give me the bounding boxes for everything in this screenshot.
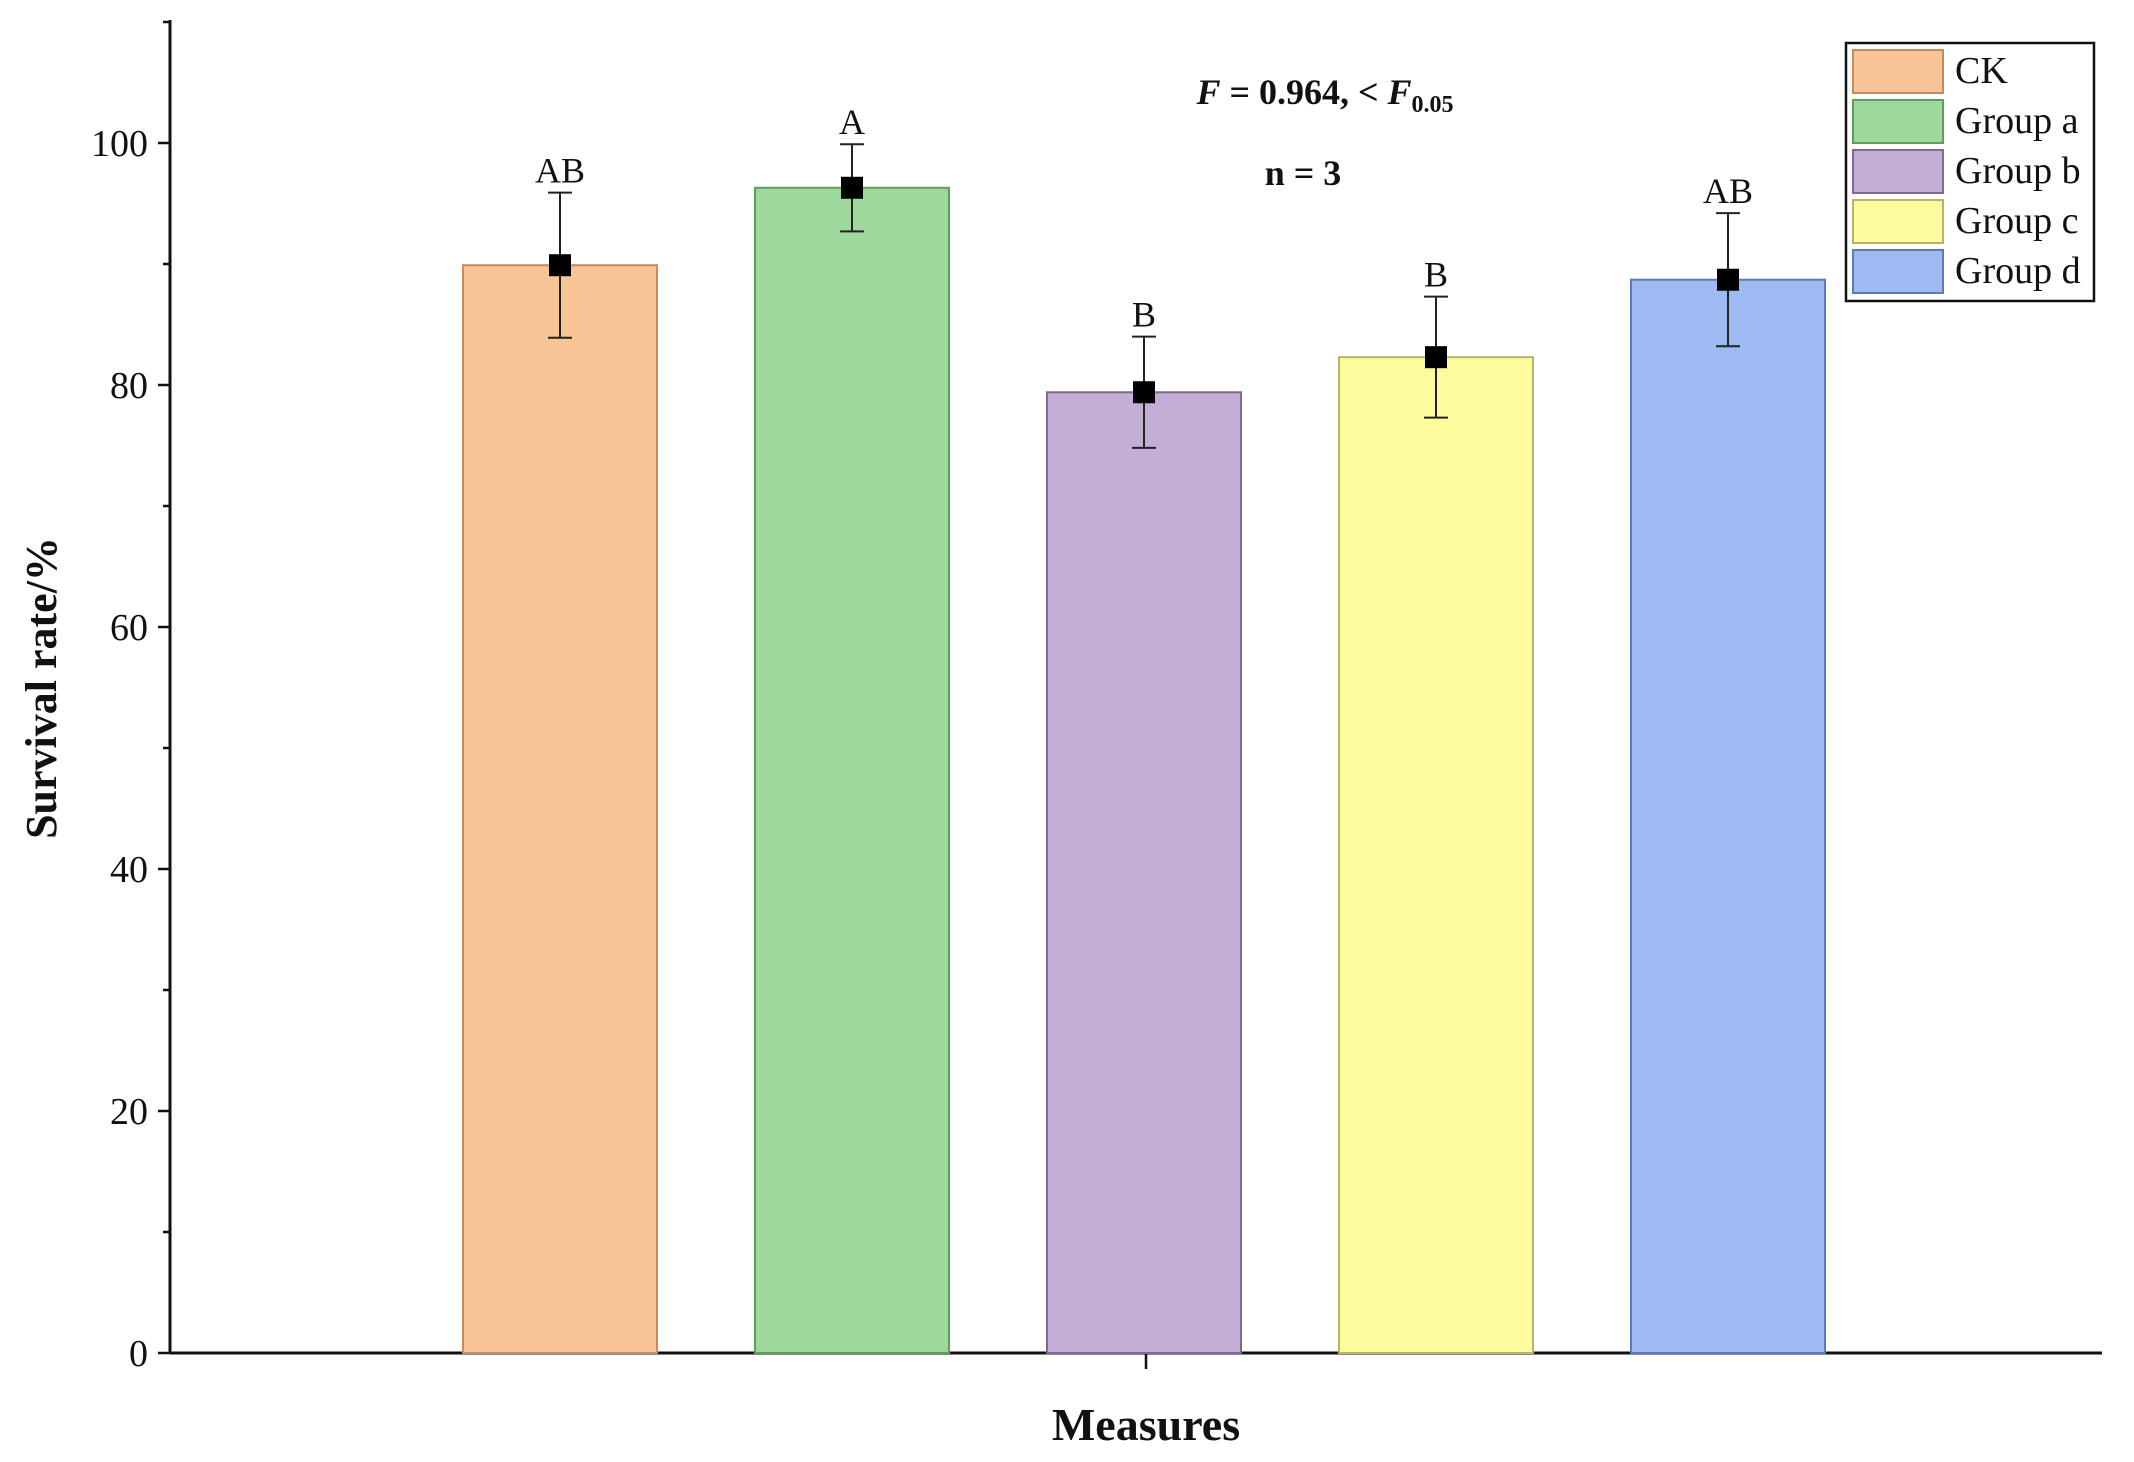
legend-swatch: [1852, 199, 1944, 244]
n-annotation: n = 3: [1265, 153, 1342, 193]
y-tick-label: 40: [110, 849, 148, 891]
legend-swatch: [1852, 249, 1944, 294]
bar-group-c: [1338, 356, 1534, 1355]
bar-group-d: [1630, 278, 1826, 1355]
legend-label: CK: [1955, 50, 2008, 92]
mean-marker: [1425, 346, 1447, 369]
mean-marker: [841, 176, 863, 199]
legend-items: CK Group a Group b Group c Group d: [1852, 49, 2081, 294]
legend-swatch: [1852, 49, 1944, 94]
bars-group: [462, 186, 1826, 1355]
significance-label: AB: [535, 151, 585, 191]
bar-ck: [462, 264, 658, 1355]
legend-label: Group d: [1955, 250, 2081, 292]
f-statistic-annotation: F = 0.964, < F0.05: [1195, 72, 1453, 118]
y-axis-ticks: 0 20 40 60 80 100: [91, 20, 170, 1375]
bar-group-b: [1046, 391, 1242, 1354]
significance-label: B: [1132, 295, 1156, 335]
legend-label: Group a: [1955, 100, 2079, 142]
y-tick-label: 0: [129, 1333, 148, 1375]
x-axis-title: Measures: [1052, 1399, 1240, 1450]
y-axis-title: Survival rate/%: [17, 537, 66, 839]
y-tick-label: 80: [110, 365, 148, 407]
significance-label: AB: [1703, 171, 1753, 211]
error-bars-group: [548, 143, 1740, 449]
significance-label: A: [839, 102, 865, 142]
legend-swatch: [1852, 99, 1944, 144]
y-tick-label: 20: [110, 1091, 148, 1133]
y-tick-label: 60: [110, 607, 148, 649]
mean-marker: [1717, 268, 1739, 291]
legend-label: Group b: [1955, 150, 2081, 192]
y-tick-label: 100: [91, 123, 148, 165]
significance-label: B: [1424, 255, 1448, 295]
legend: CK Group a Group b Group c Group d: [1844, 41, 2096, 303]
mean-marker: [1133, 381, 1155, 404]
bar-group-a: [754, 186, 950, 1354]
legend-swatch: [1852, 149, 1944, 194]
mean-marker: [549, 254, 571, 277]
legend-label: Group c: [1955, 200, 2078, 242]
